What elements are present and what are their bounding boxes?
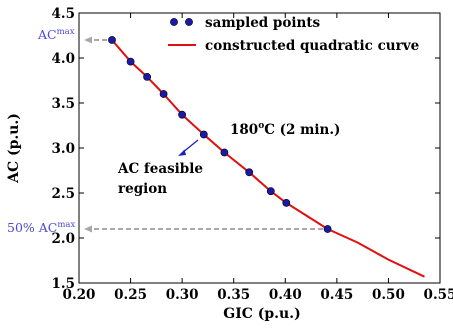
y-tick-label: 3.0	[52, 141, 76, 157]
legend-label-curve: constructed quadratic curve	[205, 38, 419, 54]
y-tick-label: 1.5	[52, 276, 76, 292]
sampled-point	[282, 198, 291, 207]
points-layer	[108, 36, 332, 233]
sampled-point	[159, 90, 168, 98]
sampled-point	[108, 36, 116, 44]
sampled-point	[323, 225, 332, 233]
region-label-line2: region	[118, 181, 167, 197]
temperature-annotation: 180oC (2 min.)	[230, 121, 340, 138]
acmax-label: ACmax	[37, 27, 75, 42]
x-tick-label: 0.30	[166, 287, 199, 303]
sampled-point	[178, 110, 186, 119]
temperature-arrow-head	[178, 149, 186, 156]
legend-marker-point-1	[170, 18, 178, 26]
legend: sampled points constructed quadratic cur…	[168, 15, 419, 54]
legend-label-points: sampled points	[205, 15, 321, 31]
acmax-reference-arrowhead	[84, 36, 92, 44]
y-tick-label: 4.5	[52, 6, 76, 22]
axis-ticks: 0.20 0.25 0.30 0.35 0.40 0.45 0.50 0.55 1.5 2.0 2.…	[52, 6, 453, 303]
sampled-point	[266, 187, 275, 196]
quadratic-curve-line	[111, 39, 425, 278]
sampled-point	[199, 130, 208, 139]
x-tick-label: 0.20	[63, 287, 96, 303]
x-axis-title: GIC (p.u.)	[223, 306, 301, 322]
sampled-point	[143, 73, 151, 81]
x-tick-label: 0.55	[424, 287, 453, 303]
region-label-line1: AC feasible	[117, 161, 203, 177]
y-tick-label: 3.5	[52, 96, 76, 112]
x-tick-label: 0.45	[320, 287, 353, 303]
legend-marker-point-2	[185, 18, 193, 26]
x-tick-label: 0.50	[372, 287, 405, 303]
sampled-point	[245, 168, 254, 177]
x-tick-label: 0.40	[269, 287, 302, 303]
sampled-point	[126, 57, 135, 66]
x-tick-label: 0.35	[217, 287, 250, 303]
y-tick-label: 2.0	[52, 231, 76, 247]
sampled-point	[220, 148, 229, 157]
half-acmax-reference-arrowhead	[84, 225, 92, 233]
y-tick-label: 2.5	[52, 186, 76, 202]
y-tick-label: 4.0	[52, 51, 76, 67]
x-tick-label: 0.25	[114, 287, 147, 303]
reference-lines	[84, 36, 325, 233]
half-acmax-label: 50% ACmax	[7, 220, 75, 235]
curve-layer	[111, 39, 425, 278]
y-axis-title: AC (p.u.)	[6, 113, 22, 184]
